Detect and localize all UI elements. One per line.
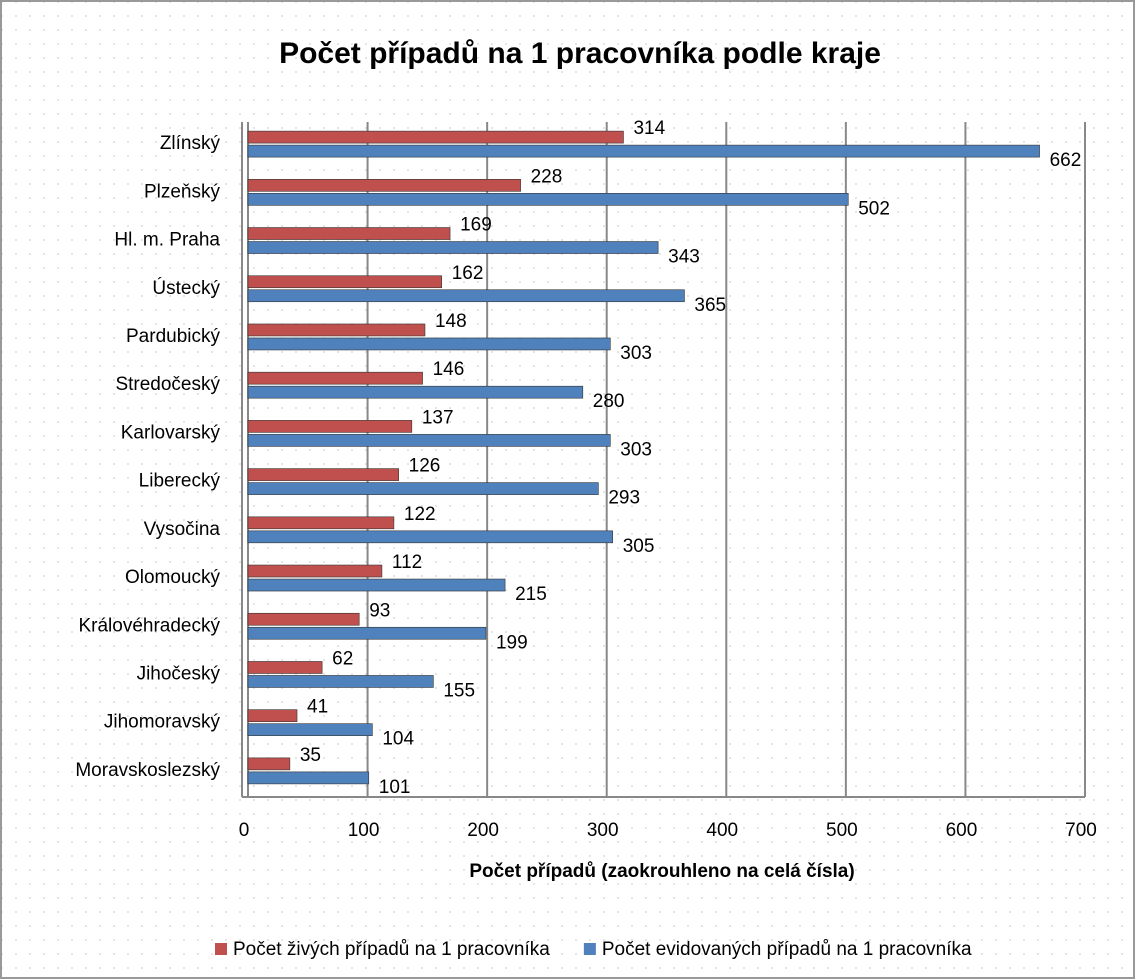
x-tick-label: 200 [467,820,499,841]
y-tick-label: Hl. m. Praha [114,230,220,251]
bar [247,275,443,289]
bar [247,323,426,337]
x-tick-label: 100 [348,820,380,841]
data-label: 155 [443,680,475,701]
y-tick-label: Stredočeský [115,374,220,395]
bar [247,661,323,674]
data-label: 137 [422,407,454,428]
y-tick-label: Ústecký [152,277,220,299]
data-label: 343 [668,247,700,268]
legend-label: Počet živých případů na 1 pracovníka [233,939,550,960]
y-tick-label: Moravskoslezský [75,760,220,781]
y-tick-label: Karlovarský [121,422,221,443]
y-tick-label: Pardubický [126,326,220,347]
y-tick-label: Liberecký [139,471,221,492]
y-tick-label: Královéhradecký [78,615,220,636]
data-label: 41 [307,697,328,718]
data-label: 104 [382,729,414,750]
bar [247,516,395,530]
x-tick-label: 500 [826,820,858,841]
bar [247,289,685,303]
bar [247,709,298,722]
legend-label: Počet evidovaných případů na 1 pracovník… [602,939,972,960]
data-label: 146 [433,359,465,380]
bar [247,179,521,192]
data-label: 303 [620,343,652,364]
data-label: 62 [332,648,353,669]
bar [247,530,613,544]
bar [247,757,291,771]
x-tick-label: 300 [587,820,619,841]
bar [247,723,373,736]
y-tick-label: Jihočeský [137,663,221,684]
data-label: 162 [452,263,484,284]
bar [247,578,506,592]
bar [247,130,624,144]
bar [247,675,434,688]
data-label: 112 [392,552,422,573]
bar [247,434,611,447]
chart-title: Počet případů na 1 pracovníka podle kraj… [279,37,881,70]
data-label: 101 [379,777,411,798]
data-label: 303 [620,439,652,460]
bar [247,144,1040,158]
bar [247,482,599,495]
data-label: 35 [300,745,321,766]
bar [247,193,849,206]
data-label: 662 [1050,150,1082,171]
data-label: 305 [623,536,655,557]
bar [247,612,360,626]
data-label: 280 [593,391,625,412]
data-label: 293 [608,488,640,509]
data-label: 169 [460,215,492,236]
bar [247,241,659,254]
data-label: 148 [435,311,467,332]
bar [247,385,584,399]
bar [247,337,611,351]
data-label: 215 [515,584,547,605]
bar [247,771,370,785]
data-label: 199 [496,632,528,653]
data-label: 365 [694,295,726,316]
data-label: 228 [531,166,563,187]
data-label: 314 [633,118,665,139]
x-tick-label: 400 [706,820,738,841]
data-label: 122 [404,504,436,525]
bar [247,227,451,240]
x-tick-label: 600 [946,820,978,841]
bar [247,468,399,481]
legend-swatch [215,943,227,955]
y-tick-label: Olomoucký [125,567,221,588]
x-tick-label: 0 [239,820,250,841]
bar [247,420,413,433]
y-tick-label: Plzeňský [144,181,221,202]
data-label: 126 [409,456,441,477]
y-tick-label: Zlínský [160,133,221,154]
bar [247,626,487,640]
bar [247,371,423,385]
data-label: 93 [369,600,390,621]
bar [247,564,383,578]
data-label: 502 [858,198,890,219]
y-tick-label: Jihomoravský [104,712,221,733]
legend-swatch [583,943,596,955]
x-axis-title: Počet případů (zaokrouhleno na celá čísl… [469,861,854,882]
x-tick-label: 700 [1065,820,1097,841]
y-tick-label: Vysočina [144,519,221,540]
